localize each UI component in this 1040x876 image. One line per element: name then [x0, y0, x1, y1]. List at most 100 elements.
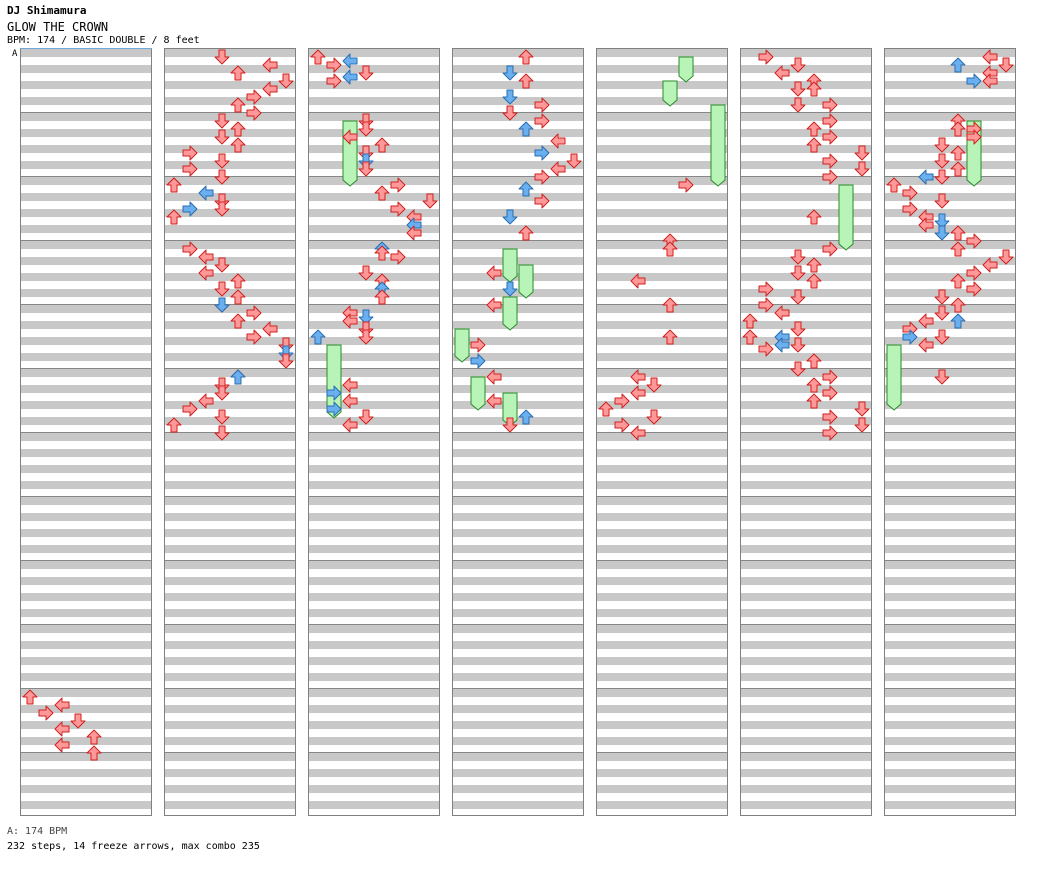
step-arrow-red [758, 341, 774, 357]
measure [741, 753, 871, 815]
step-arrow-red [182, 145, 198, 161]
measure [885, 241, 1015, 305]
step-arrow-blue [950, 57, 966, 73]
step-arrow-red [390, 177, 406, 193]
step-arrow-blue [310, 329, 326, 345]
measure [597, 113, 727, 177]
measure [309, 241, 439, 305]
measure [741, 497, 871, 561]
step-arrow-red [518, 49, 534, 65]
step-arrow-red [214, 257, 230, 273]
measure [21, 305, 151, 369]
chart-column [452, 48, 584, 816]
step-arrow-red [822, 169, 838, 185]
step-arrow-blue [934, 213, 950, 229]
step-arrow-red [854, 145, 870, 161]
step-arrow-red [262, 321, 278, 337]
step-arrow-red [822, 129, 838, 145]
measure [741, 113, 871, 177]
step-arrow-red [806, 377, 822, 393]
step-arrow-red [22, 689, 38, 705]
step-arrow-red [806, 137, 822, 153]
step-arrow-red [982, 257, 998, 273]
step-arrow-red [854, 401, 870, 417]
freeze-arrow [838, 184, 854, 251]
step-arrow-red [934, 289, 950, 305]
step-arrow-red [54, 721, 70, 737]
step-arrow-red [854, 161, 870, 177]
measure [165, 49, 295, 113]
step-arrow-red [342, 129, 358, 145]
step-arrow-blue [230, 369, 246, 385]
step-arrow-blue [198, 185, 214, 201]
step-arrow-red [390, 201, 406, 217]
step-arrow-red [598, 401, 614, 417]
step-arrow-red [902, 185, 918, 201]
step-arrow-red [662, 329, 678, 345]
step-arrow-blue [358, 309, 374, 325]
step-arrow-red [486, 297, 502, 313]
measure [165, 753, 295, 815]
step-arrow-red [998, 57, 1014, 73]
step-arrow-red [806, 81, 822, 97]
step-arrow-red [566, 153, 582, 169]
step-arrow-red [790, 337, 806, 353]
step-arrow-red [902, 201, 918, 217]
measure [165, 561, 295, 625]
measure [21, 689, 151, 753]
step-arrow-red [806, 273, 822, 289]
notes-layer [742, 49, 870, 441]
step-arrow-red [630, 273, 646, 289]
step-arrow-red [790, 361, 806, 377]
chart-column [164, 48, 296, 816]
measure [597, 433, 727, 497]
step-arrow-red [326, 57, 342, 73]
measure [21, 177, 151, 241]
step-arrow-red [822, 153, 838, 169]
step-arrow-red [182, 241, 198, 257]
step-arrow-red [790, 321, 806, 337]
measure [741, 689, 871, 753]
step-arrow-red [230, 97, 246, 113]
step-arrow-blue [470, 353, 486, 369]
measure [885, 369, 1015, 433]
measure [741, 241, 871, 305]
step-arrow-blue [182, 201, 198, 217]
step-arrow-red [966, 233, 982, 249]
step-arrow-red [534, 169, 550, 185]
step-arrow-red [630, 385, 646, 401]
freeze-arrow [678, 56, 694, 83]
step-arrow-red [550, 161, 566, 177]
step-arrow-red [198, 393, 214, 409]
step-arrow-red [422, 193, 438, 209]
step-arrow-red [86, 745, 102, 761]
step-arrow-blue [950, 313, 966, 329]
chart-column [20, 48, 152, 816]
step-arrow-red [246, 89, 262, 105]
freeze-arrow [662, 80, 678, 107]
step-arrow-red [246, 329, 262, 345]
chart-column [740, 48, 872, 816]
measure [741, 433, 871, 497]
step-arrow-red [790, 97, 806, 113]
step-arrow-red [262, 57, 278, 73]
measure [165, 433, 295, 497]
step-arrow-red [742, 329, 758, 345]
step-arrow-red [230, 137, 246, 153]
step-arrow-red [374, 185, 390, 201]
step-arrow-red [822, 113, 838, 129]
step-arrow-red [790, 289, 806, 305]
step-arrow-red [198, 265, 214, 281]
step-arrow-red [886, 177, 902, 193]
step-arrow-red [982, 49, 998, 65]
step-arrow-red [54, 697, 70, 713]
step-arrow-red [934, 137, 950, 153]
step-arrow-red [790, 265, 806, 281]
artist-name: DJ Shimamura [7, 4, 87, 17]
step-arrow-red [342, 313, 358, 329]
measure [885, 433, 1015, 497]
step-arrow-red [358, 161, 374, 177]
step-arrow-red [966, 265, 982, 281]
chart-column [596, 48, 728, 816]
step-arrow-red [38, 705, 54, 721]
